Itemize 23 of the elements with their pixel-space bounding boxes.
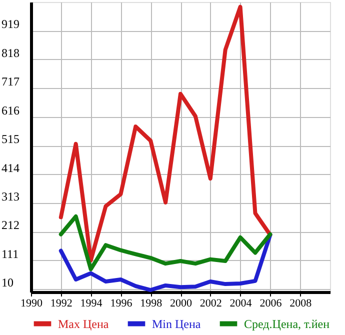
x-tick-label: 1990	[20, 298, 43, 310]
y-tick-label: 313	[2, 190, 20, 204]
y-tick-label: 717	[2, 74, 20, 89]
x-tick-label: 2008	[290, 298, 312, 310]
y-tick-label: 616	[2, 103, 20, 118]
y-tick-label: 818	[2, 46, 20, 60]
x-tick-label: 1992	[50, 298, 72, 310]
x-tick-label: 2006	[260, 298, 282, 310]
legend-label: Min Цена	[152, 316, 202, 331]
y-tick-label: 212	[2, 218, 20, 232]
legend-label: Сред.Цена, т.йен	[244, 316, 330, 331]
x-tick-label: 2000	[170, 298, 192, 310]
y-tick-label: 919	[2, 17, 20, 32]
y-tick-label: 10	[2, 276, 14, 290]
x-tick-label: 2004	[230, 298, 252, 310]
legend-label: Max Цена	[58, 316, 110, 331]
y-tick-label: 111	[2, 246, 19, 261]
y-tick-label: 515	[2, 132, 20, 146]
x-tick-label: 1998	[140, 298, 163, 310]
x-tick-label: 1994	[80, 298, 103, 310]
x-tick-label: 2002	[200, 298, 222, 310]
x-tick-label: 1996	[110, 298, 133, 310]
y-tick-label: 414	[2, 160, 20, 175]
